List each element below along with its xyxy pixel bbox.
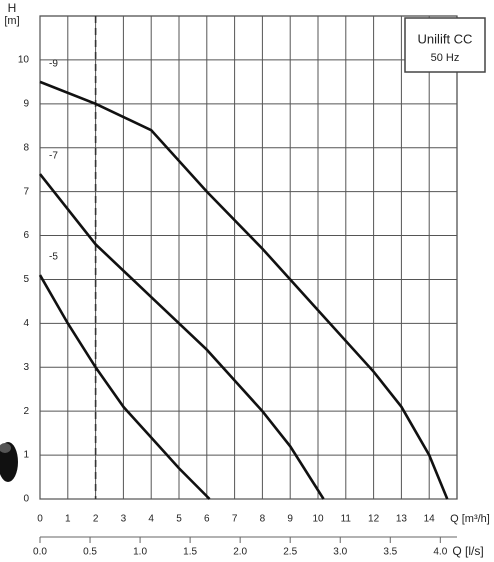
curve xyxy=(39,80,449,500)
y-label: H xyxy=(8,1,17,15)
x2-tick-label: 1.0 xyxy=(133,547,147,558)
x2-tick-label: 2.5 xyxy=(283,547,297,558)
x-tick-label: 3 xyxy=(121,514,127,525)
x-tick-label: 7 xyxy=(232,514,238,525)
x-tick-label: 10 xyxy=(312,514,324,525)
chart-subtitle: 50 Hz xyxy=(431,52,460,64)
y-tick-label: 9 xyxy=(23,98,29,109)
y-tick-label: 5 xyxy=(23,274,29,285)
curve xyxy=(38,173,325,500)
x-tick-label: 14 xyxy=(424,514,436,525)
x-tick-label: 6 xyxy=(204,514,210,525)
x2-tick-label: 0.0 xyxy=(33,547,47,558)
x-label: Q [m³/h] xyxy=(450,513,490,525)
chart-title: Unilift CC xyxy=(418,31,473,46)
x-tick-label: 11 xyxy=(341,514,352,525)
x-tick-label: 4 xyxy=(148,514,154,525)
x-tick-label: 0 xyxy=(37,514,43,525)
y-unit: [m] xyxy=(4,15,19,27)
y-tick-label: 0 xyxy=(23,494,29,505)
y-tick-label: 4 xyxy=(23,318,29,329)
curve-label: -9 xyxy=(49,59,58,70)
y-tick-label: 8 xyxy=(23,142,29,153)
x-tick-label: 13 xyxy=(396,514,408,525)
x2-tick-label: 2.0 xyxy=(233,547,247,558)
x2-tick-label: 3.5 xyxy=(383,547,397,558)
title-box xyxy=(404,17,486,73)
x2-tick-label: 4.0 xyxy=(433,547,447,558)
x-tick-label: 9 xyxy=(287,514,293,525)
x-tick-label: 8 xyxy=(260,514,266,525)
y-tick-label: 2 xyxy=(23,406,29,417)
curve xyxy=(38,274,211,500)
y-tick-label: 1 xyxy=(23,450,29,461)
x2-label: Q [l/s] xyxy=(452,544,483,558)
plot-frame xyxy=(39,15,458,500)
y-tick-label: 7 xyxy=(23,186,29,197)
x2-tick-label: 0.5 xyxy=(83,547,97,558)
x-tick-label: 2 xyxy=(93,514,99,525)
pump-icon xyxy=(0,442,18,482)
y-tick-label: 10 xyxy=(18,55,30,66)
y-tick-label: 3 xyxy=(23,362,29,373)
curve-label: -5 xyxy=(49,252,58,263)
curve-label: -7 xyxy=(49,151,58,162)
y-tick-label: 6 xyxy=(23,230,29,241)
x-tick-label: 12 xyxy=(368,514,380,525)
x2-tick-label: 1.5 xyxy=(183,547,197,558)
x-tick-label: 5 xyxy=(176,514,182,525)
x-tick-label: 1 xyxy=(65,514,71,525)
x2-tick-label: 3.0 xyxy=(333,547,347,558)
